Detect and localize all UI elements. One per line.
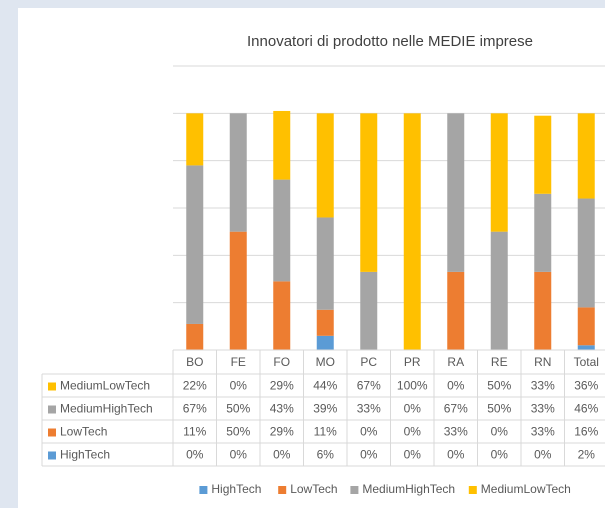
- table-cell: 29%: [270, 379, 294, 393]
- bar-segment: [186, 323, 204, 350]
- legend-swatch: [278, 486, 287, 494]
- bar-segment: [316, 113, 334, 218]
- bar-segment: [490, 113, 508, 232]
- table-cell: 46%: [574, 402, 598, 416]
- table-cell: 50%: [487, 402, 511, 416]
- legend-key: [48, 405, 56, 414]
- bar-segment: [447, 113, 465, 272]
- table-cell: 43%: [270, 402, 294, 416]
- x-tick-label: RN: [534, 355, 551, 369]
- table-cell: 11%: [314, 425, 337, 439]
- bar-segment: [577, 345, 595, 350]
- bar-segment: [534, 115, 552, 194]
- table-cell: 11%: [183, 425, 206, 439]
- table-cell: 100%: [397, 379, 428, 393]
- legend-swatch: [468, 486, 477, 494]
- bar-segment: [360, 271, 378, 350]
- x-tick-label: PC: [360, 355, 377, 369]
- table-cell: 50%: [226, 402, 250, 416]
- bar-segment: [273, 179, 291, 282]
- table-cell: 29%: [270, 425, 294, 439]
- bar-segment: [360, 113, 378, 272]
- table-cell: 2%: [578, 448, 596, 462]
- legend-label: HighTech: [211, 482, 261, 496]
- x-tick-label: FO: [273, 355, 290, 369]
- legend-label: LowTech: [290, 482, 337, 496]
- bar-segment: [534, 193, 552, 272]
- bar-segment: [316, 335, 334, 350]
- x-tick-label: BO: [186, 355, 203, 369]
- bar-segment: [273, 110, 291, 180]
- table-cell: 33%: [531, 402, 555, 416]
- table-cell: 0%: [404, 425, 422, 439]
- table-cell: 0%: [534, 448, 552, 462]
- bar-segment: [186, 165, 204, 324]
- table-cell: 50%: [487, 379, 511, 393]
- legend-label: MediumHighTech: [362, 482, 455, 496]
- legend-label: MediumLowTech: [481, 482, 571, 496]
- table-cell: 33%: [531, 425, 555, 439]
- table-row-label: HighTech: [60, 448, 110, 462]
- bar-segment: [577, 198, 595, 308]
- table-cell: 16%: [574, 425, 598, 439]
- bar-segment: [316, 217, 334, 310]
- x-tick-label: MO: [316, 355, 335, 369]
- table-cell: 0%: [186, 448, 204, 462]
- table-cell: 67%: [444, 402, 468, 416]
- table-row-label: LowTech: [60, 425, 107, 439]
- x-tick-label: RA: [447, 355, 464, 369]
- table-cell: 0%: [273, 448, 291, 462]
- legend-swatch: [350, 486, 359, 494]
- table-cell: 0%: [491, 448, 509, 462]
- table-cell: 33%: [357, 402, 381, 416]
- x-tick-label: PR: [404, 355, 421, 369]
- table-cell: 39%: [313, 402, 337, 416]
- table-cell: 0%: [230, 379, 248, 393]
- table-cell: 33%: [531, 379, 555, 393]
- bar-segment: [229, 113, 247, 232]
- table-cell: 44%: [313, 379, 337, 393]
- table-cell: 0%: [360, 425, 378, 439]
- table-cell: 0%: [447, 448, 465, 462]
- bar-segment: [490, 231, 508, 350]
- table-cell: 0%: [360, 448, 378, 462]
- table-cell: 0%: [230, 448, 248, 462]
- bar-segment: [534, 271, 552, 350]
- bar-segment: [273, 281, 291, 350]
- bar-segment: [229, 231, 247, 350]
- table-row-label: MediumHighTech: [60, 402, 153, 416]
- table-cell: 0%: [404, 448, 422, 462]
- legend-key: [48, 382, 56, 391]
- legend-key: [48, 451, 56, 460]
- table-cell: 67%: [357, 379, 381, 393]
- bar-segment: [403, 113, 421, 350]
- chart-title: Innovatori di prodotto nelle MEDIE impre…: [247, 33, 533, 50]
- table-row-label: MediumLowTech: [60, 379, 150, 393]
- table-cell: 50%: [226, 425, 250, 439]
- x-tick-label: Total: [574, 355, 599, 369]
- bar-segment: [316, 309, 334, 336]
- table-cell: 0%: [404, 402, 422, 416]
- table-cell: 36%: [574, 379, 598, 393]
- bar-segment: [577, 307, 595, 346]
- bar-segment: [186, 113, 204, 166]
- legend-key: [48, 428, 56, 437]
- table-cell: 6%: [317, 448, 335, 462]
- bar-segment: [447, 271, 465, 350]
- legend-swatch: [199, 486, 208, 494]
- x-tick-label: RE: [491, 355, 508, 369]
- table-cell: 0%: [447, 379, 465, 393]
- table-cell: 22%: [183, 379, 207, 393]
- table-cell: 0%: [491, 425, 509, 439]
- x-tick-label: FE: [231, 355, 246, 369]
- table-cell: 33%: [444, 425, 468, 439]
- bar-segment: [577, 113, 595, 199]
- table-cell: 67%: [183, 402, 207, 416]
